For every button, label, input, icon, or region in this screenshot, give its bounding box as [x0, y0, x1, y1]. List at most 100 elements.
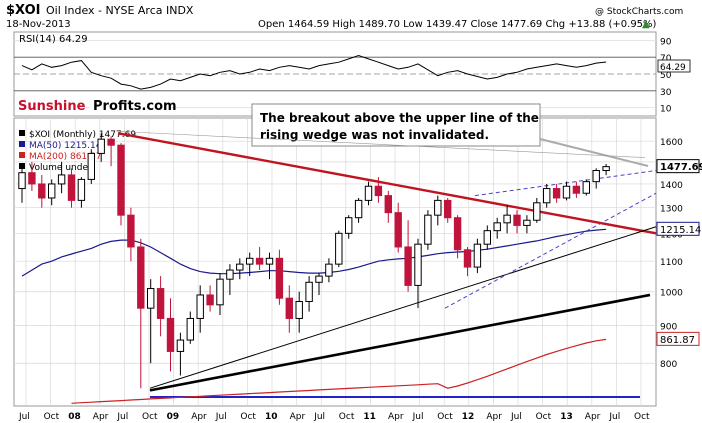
annotation-text: The breakout above the upper line of the…	[260, 111, 543, 142]
ma50-price-tag-box	[656, 221, 700, 236]
candle-up	[87, 152, 95, 180]
rsi-axis: 90 70 50 30 10	[660, 37, 672, 114]
candle-down	[255, 257, 264, 265]
annotation-box	[251, 103, 541, 147]
x-tick-label: 13	[560, 412, 573, 422]
candle-down	[285, 297, 294, 319]
candle-up	[226, 269, 234, 280]
logo-profits: Profits.com	[93, 99, 177, 114]
rsi-label: RSI(14) 64.29	[19, 34, 88, 45]
annotation-pointer	[539, 138, 649, 167]
x-tick-label: Apr	[585, 412, 601, 422]
candle-up	[562, 185, 571, 199]
candle-down	[384, 195, 393, 214]
time-axis: Jul Oct 08 Apr Jul Oct 09 Apr Jul Oct 10 Apr Jul Oct 1…	[18, 412, 650, 422]
x-tick-label: Oct	[536, 412, 552, 422]
red-resistance-line	[117, 132, 657, 235]
candle-up	[503, 214, 511, 224]
y-tick-label: 900	[660, 322, 677, 332]
wedge-lower-line	[444, 192, 657, 309]
candle-up	[523, 219, 531, 226]
close-price-tag-box	[656, 159, 700, 174]
y-tick-label: 800	[660, 360, 677, 370]
x-tick-label: 09	[167, 412, 180, 422]
candle-up	[315, 275, 323, 283]
x-tick-label: Apr	[290, 412, 306, 422]
ma200-line	[71, 338, 607, 404]
candle-up	[18, 172, 26, 190]
legend-item: $XOI (Monthly) 1477.69	[29, 130, 136, 140]
legend-swatch	[19, 152, 25, 158]
candle-up	[325, 263, 333, 277]
candle-up	[345, 217, 353, 234]
y-tick-label: 1000	[660, 289, 683, 299]
candle-up	[186, 317, 195, 341]
candle-up	[246, 257, 254, 265]
candle-down	[275, 257, 284, 299]
legend-item: MA(200) 861.87	[29, 152, 101, 162]
x-tick-label: Jul	[215, 412, 227, 422]
candle-up	[493, 222, 501, 232]
candle-up	[354, 199, 363, 219]
x-tick-label: Jul	[412, 412, 424, 422]
gray-channel-line	[117, 131, 646, 158]
candle-up	[176, 339, 185, 352]
ma50-line	[21, 228, 607, 277]
legend-item: MA(50) 1215.14	[29, 141, 102, 151]
candle-down	[404, 246, 412, 286]
candle-down	[453, 217, 462, 251]
candle-down	[156, 288, 165, 319]
chart-symbol: $XOI	[6, 3, 41, 18]
rsi-tick-label: 10	[660, 105, 672, 115]
candle-up	[216, 278, 224, 306]
candle-up	[483, 230, 492, 245]
wedge-upper-line	[474, 170, 657, 197]
candle-up	[543, 188, 551, 204]
candle-up	[602, 166, 610, 172]
candle-up	[533, 202, 541, 221]
x-tick-label: 08	[68, 412, 81, 422]
logo-sunshine: Sunshine	[18, 99, 86, 114]
candle-up	[335, 232, 343, 265]
candle-up	[414, 243, 422, 286]
candle-up	[236, 263, 244, 271]
ma200-price-tag: 861.87	[660, 335, 695, 346]
y-tick-label: 1600	[660, 138, 683, 148]
candle-up	[305, 281, 313, 302]
credit-text: @ StockCharts.com	[595, 7, 683, 17]
candle-up	[295, 300, 303, 319]
y-tick-label: 1100	[660, 258, 683, 268]
candle-up	[473, 243, 482, 268]
legend-swatch	[19, 141, 25, 147]
x-tick-label: Oct	[142, 412, 158, 422]
legend-item: Volume undef	[29, 163, 92, 173]
candle-up	[48, 183, 56, 199]
candle-up	[592, 170, 600, 183]
x-tick-label: Apr	[486, 412, 502, 422]
rsi-value-box	[657, 59, 691, 73]
y-tick-label: 1400	[660, 181, 683, 191]
x-tick-label: Jul	[116, 412, 128, 422]
x-tick-label: Jul	[18, 412, 30, 422]
x-tick-label: Oct	[634, 412, 650, 422]
x-tick-label: Oct	[437, 412, 453, 422]
candle-down	[513, 214, 521, 226]
ohlc-readout: Open 1464.59 High 1489.70 Low 1439.47 Cl…	[258, 19, 657, 30]
candle-down	[137, 246, 145, 309]
rsi-line	[21, 54, 607, 90]
rsi-tick-label: 70	[660, 54, 672, 64]
x-tick-label: Apr	[191, 412, 207, 422]
x-tick-label: 12	[462, 412, 475, 422]
candle-up	[77, 178, 86, 201]
rsi-tick-label: 50	[660, 71, 672, 81]
candle-down	[552, 188, 561, 199]
y-tick-label: 1300	[660, 205, 683, 215]
rsi-current-value: 64.29	[660, 63, 686, 73]
logo-box-2	[90, 95, 170, 115]
x-tick-label: Oct	[339, 412, 355, 422]
candle-up	[424, 214, 432, 245]
x-tick-label: Oct	[44, 412, 60, 422]
candle-down	[394, 212, 402, 248]
rsi-tick-label: 30	[660, 88, 672, 98]
